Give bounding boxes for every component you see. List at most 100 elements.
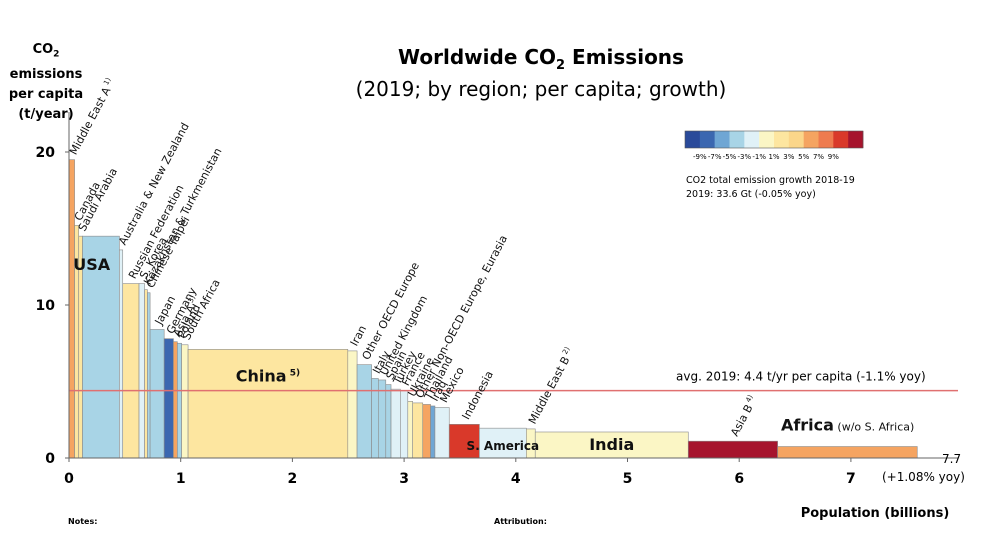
x-tick-label: 2 xyxy=(288,471,298,487)
bar-russian-federation xyxy=(122,283,140,459)
legend-swatch xyxy=(699,131,715,148)
bar-spain xyxy=(385,384,392,459)
bar-label-africa-name: Africa xyxy=(781,416,834,435)
bar-indonesia xyxy=(448,424,480,459)
legend-swatch xyxy=(774,131,790,148)
bar-thailand xyxy=(422,404,431,459)
legend-swatch xyxy=(685,131,701,148)
x-tick-label: 0 xyxy=(64,471,74,487)
bar-asia-b xyxy=(687,440,778,459)
y-tick-label: 0 xyxy=(45,451,55,467)
bar-label-china-sup: 5) xyxy=(287,368,301,378)
bar-label-middle-east-b: Middle East B 2) xyxy=(525,345,577,426)
bar-s-korea xyxy=(138,283,145,459)
y-axis-title: CO2 emissions per capita (t/year) xyxy=(6,40,86,125)
legend-swatch xyxy=(744,131,760,148)
legend-swatch xyxy=(759,131,775,148)
bar-turkey xyxy=(390,388,401,459)
legend-tick-label: 5% xyxy=(798,153,809,161)
bar-middle-east-a xyxy=(68,159,75,459)
y-tick-label: 10 xyxy=(36,298,56,314)
bar-label-s-america: S. America xyxy=(467,439,540,453)
legend-swatch xyxy=(788,131,804,148)
axes-group: 0 10 20 0 1 2 3 4 5 6 7 xyxy=(36,112,958,487)
bar-other-non-oecd-europe-eurasia xyxy=(412,402,424,459)
bar-label-asia-b-sup: 4) xyxy=(743,393,755,405)
y-axis-title-sub: 2 xyxy=(53,49,60,60)
growth-legend: -9% -7% -5% -3% -1% 1% 3% 5% 7% 9% xyxy=(684,130,864,161)
bar-china xyxy=(187,349,349,459)
bar-united-kingdom xyxy=(377,379,387,459)
legend-swatch xyxy=(848,131,864,148)
bar-label-indonesia-name: Indonesia xyxy=(459,369,495,422)
bar-germany xyxy=(163,338,174,459)
bar-label-middle-east-a-sup: 1) xyxy=(101,76,113,88)
bar-label-china-name: China xyxy=(236,366,287,385)
bar-label-africa-suffix: (w/o S. Africa) xyxy=(834,421,914,434)
legend-tick-label: 9% xyxy=(828,153,839,161)
x-tick-label: 4 xyxy=(511,471,521,487)
notes-label: Notes: xyxy=(68,517,97,526)
bar-label-asia-b: Asia B 4) xyxy=(727,393,760,438)
bar-other-oecd-europe xyxy=(356,364,372,459)
bar-label-middle-east-a: Middle East A 1) xyxy=(66,76,118,157)
bar-label-usa-name: USA xyxy=(73,255,111,274)
bar-label-middle-east-b-sup: 2) xyxy=(560,345,572,357)
bar-iraq xyxy=(430,405,436,459)
x-tick-label: 3 xyxy=(399,471,409,487)
legend-tick-label: -9% xyxy=(693,153,707,161)
attribution-label: Attribution: xyxy=(494,517,547,526)
bar-india xyxy=(534,431,689,459)
bar-africa xyxy=(777,446,918,459)
bar-japan xyxy=(149,329,165,459)
legend-tick-label: -1% xyxy=(752,153,766,161)
y-axis-title-line3: (t/year) xyxy=(18,106,74,122)
bar-label-indonesia: Indonesia xyxy=(459,369,495,422)
average-label: avg. 2019: 4.4 t/yr per capita (-1.1% yo… xyxy=(676,370,926,384)
bar-france xyxy=(400,390,409,459)
bars-group xyxy=(68,159,918,459)
bar-s-america xyxy=(479,427,527,459)
bar-chinese-taipei xyxy=(147,292,151,459)
x-tick-label: 1 xyxy=(176,471,186,487)
bar-kazakhstan-turkmenistan xyxy=(144,289,148,459)
bar-south-africa xyxy=(181,344,189,459)
bar-label-asia-b-name: Asia B xyxy=(728,402,755,438)
bar-label-asia-a-sup: 3) xyxy=(186,294,198,306)
legend-tick-label: -7% xyxy=(708,153,722,161)
legend-tick-label: 3% xyxy=(783,153,794,161)
bar-ukraine xyxy=(407,401,414,459)
y-axis-title-line2: per capita xyxy=(8,86,84,102)
legend-caption-line2: 2019: 33.6 Gt (-0.05% yoy) xyxy=(686,189,816,200)
bar-label-africa: Africa (w/o S. Africa) xyxy=(781,416,914,435)
bar-label-india-name: India xyxy=(589,435,634,454)
legend-tick-label: 1% xyxy=(768,153,779,161)
y-axis-title-co: CO xyxy=(32,42,54,57)
bar-iran xyxy=(347,350,358,459)
x-tick-label: 6 xyxy=(734,471,744,487)
y-tick-label: 20 xyxy=(36,145,56,161)
legend-swatch xyxy=(714,131,730,148)
x-axis-title: Population (billions) xyxy=(801,506,950,521)
bar-asia-a xyxy=(173,341,178,459)
legend-caption-line1: CO2 total emission growth 2018-19 xyxy=(686,175,855,186)
bar-label-middle-east-a-name: Middle East A xyxy=(67,85,114,157)
bar-label-s-america-name: S. America xyxy=(467,439,540,453)
legend-tick-label: -5% xyxy=(723,153,737,161)
legend-swatch xyxy=(833,131,849,148)
bar-poland xyxy=(177,342,182,459)
x-tick-label: 5 xyxy=(623,471,633,487)
bar-label-india: India xyxy=(589,435,634,454)
bar-australia-new-zealand xyxy=(119,249,124,459)
average-group: avg. 2019: 4.4 t/yr per capita (-1.1% yo… xyxy=(69,370,958,392)
bar-label-china: China 5) xyxy=(236,366,300,385)
bar-usa xyxy=(82,235,120,459)
end-total-label: 7.7 xyxy=(942,452,961,466)
bar-mexico xyxy=(434,407,450,459)
chart-title: Worldwide CO2 Emissions xyxy=(398,45,684,73)
legend-swatch xyxy=(729,131,745,148)
legend-tick-label: 7% xyxy=(813,153,824,161)
bar-label-usa: USA xyxy=(73,255,111,274)
